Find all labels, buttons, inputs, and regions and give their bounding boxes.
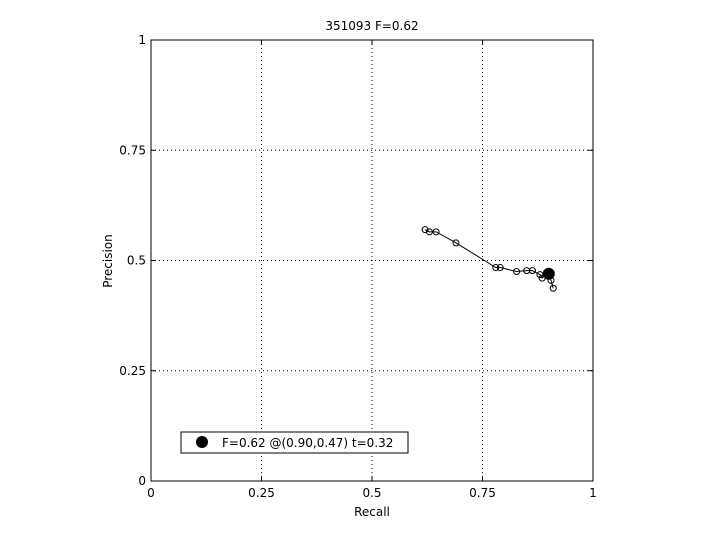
grid-lines: [151, 40, 593, 481]
pr-curve-point: [432, 228, 440, 236]
pr-curve-point: [496, 264, 504, 272]
best-f-point: [542, 267, 555, 280]
pr-curve-point: [425, 228, 433, 236]
x-tick-label: 0.25: [248, 486, 275, 500]
y-tick-label: 0: [138, 474, 146, 488]
y-tick-label: 1: [138, 33, 146, 47]
pr-curve-point: [513, 268, 521, 276]
pr-curve-point: [421, 226, 429, 234]
x-tick-label: 0.5: [362, 486, 381, 500]
chart-title: 351093 F=0.62: [325, 19, 418, 33]
pr-curve-point: [452, 239, 460, 247]
y-axis-label: Precision: [101, 234, 115, 288]
y-tick-label: 0.25: [119, 364, 146, 378]
y-tick-label: 0.75: [119, 143, 146, 157]
legend-box: [180, 431, 409, 454]
legend-marker-filled-circle: [196, 436, 208, 448]
pr-curve-point: [492, 264, 500, 272]
y-tick-label: 0.5: [127, 254, 146, 268]
legend: F=0.62 @(0.90,0.47) t=0.32: [180, 431, 409, 454]
axis-ticks: 0 0.25 0.5 0.75 1 0 0.25 0.5 0.75 1: [119, 33, 597, 500]
x-tick-label: 0: [147, 486, 155, 500]
series-layer: [421, 226, 557, 292]
pr-curve-point: [528, 267, 536, 275]
x-axis-label: Recall: [354, 505, 390, 519]
pr-curve-point: [549, 284, 557, 292]
x-tick-label: 0.75: [469, 486, 496, 500]
x-tick-label: 1: [589, 486, 597, 500]
legend-entry-label: F=0.62 @(0.90,0.47) t=0.32: [222, 436, 393, 450]
